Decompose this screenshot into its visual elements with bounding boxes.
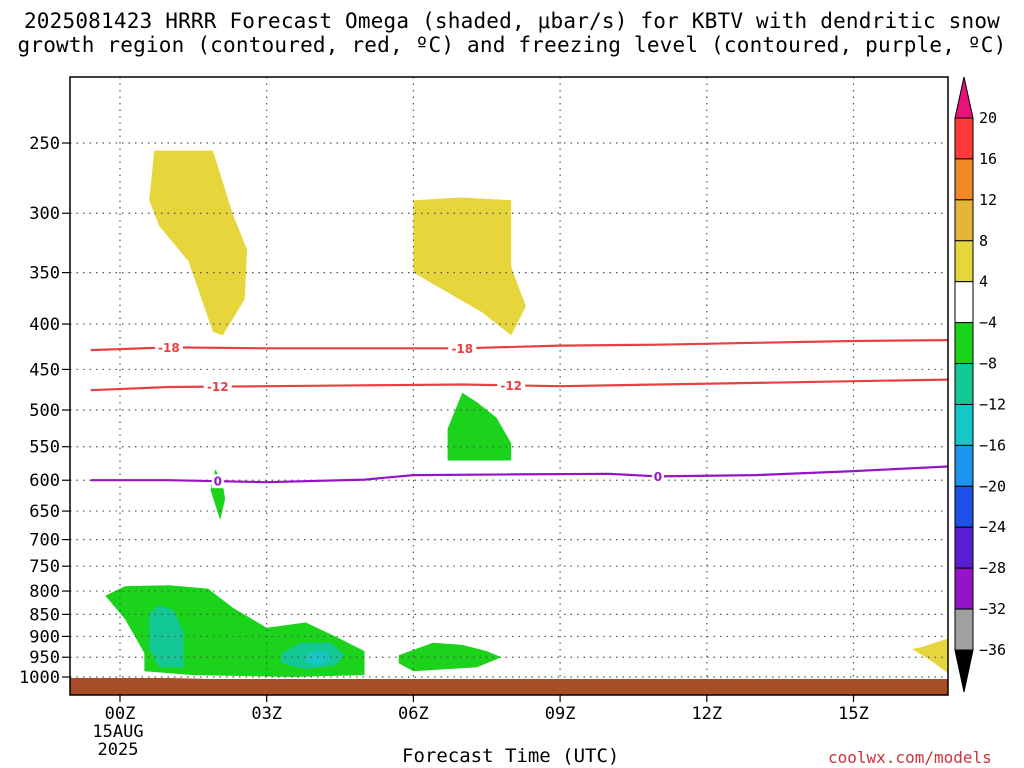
contour-label-bg bbox=[154, 340, 183, 355]
y-tick-label: 950 bbox=[29, 648, 60, 668]
omega-colorbar: 20 16 12 8 4 −4 −8 −12 −16 −20 −24 −28 −32 −36 bbox=[954, 76, 1006, 693]
omega-region-9 bbox=[305, 651, 331, 667]
terrain-strip bbox=[70, 678, 948, 695]
omega-region-7 bbox=[149, 605, 184, 668]
x-tick-label: 12Z bbox=[691, 704, 722, 724]
colorbar-label: −8 bbox=[979, 355, 997, 373]
temperature-contours: -18 -18 -12 -12 0 0 bbox=[90, 339, 949, 489]
colorbar-bin bbox=[954, 199, 974, 242]
x-tick-sublabel: 2025 bbox=[98, 740, 139, 760]
y-tick-label: 800 bbox=[29, 582, 60, 602]
colorbar-label: 4 bbox=[979, 273, 988, 291]
y-tick-label: 600 bbox=[29, 471, 60, 491]
x-tick-sublabel: 15AUG bbox=[92, 722, 143, 742]
contour-line-0 bbox=[90, 465, 949, 484]
omega-region-1 bbox=[413, 197, 526, 336]
colorbar-bin bbox=[954, 363, 974, 405]
omega-region-2 bbox=[912, 638, 948, 674]
colorbar-bin bbox=[954, 281, 974, 324]
colorbar-bin bbox=[954, 485, 974, 528]
x-tick-label: 00Z bbox=[105, 704, 136, 724]
colorbar-label: −20 bbox=[979, 477, 1006, 495]
plot-frame bbox=[69, 76, 949, 696]
source-credit: coolwx.com/models bbox=[828, 748, 992, 767]
grid-lines bbox=[70, 77, 948, 695]
colorbar-bin bbox=[954, 403, 974, 446]
x-axis-title: Forecast Time (UTC) bbox=[402, 745, 620, 767]
colorbar-label: 16 bbox=[979, 150, 997, 168]
contour-label-bg bbox=[497, 378, 526, 393]
contour-label: 0 bbox=[654, 470, 662, 484]
y-tick-label: 450 bbox=[29, 360, 60, 380]
colorbar-top-arrow bbox=[954, 76, 974, 119]
y-tick-label: 500 bbox=[29, 401, 60, 421]
colorbar-label: 8 bbox=[979, 232, 988, 250]
colorbar-bin bbox=[954, 444, 974, 487]
colorbar-bin bbox=[954, 158, 974, 201]
terrain-fill bbox=[70, 678, 948, 695]
contour-label: -12 bbox=[207, 380, 229, 394]
colorbar-label: −4 bbox=[979, 314, 997, 332]
contour-label-bg bbox=[203, 379, 232, 394]
y-tick-label: 300 bbox=[29, 204, 60, 224]
contour-label-bg bbox=[211, 474, 224, 489]
y-tick-label: 750 bbox=[29, 557, 60, 577]
omega-region-3 bbox=[447, 392, 512, 461]
colorbar-label: −12 bbox=[979, 395, 1006, 413]
colorbar-label: −36 bbox=[979, 641, 1006, 659]
y-tick-label: 350 bbox=[29, 264, 60, 284]
colorbar-label: 20 bbox=[979, 109, 997, 127]
colorbar-label: 12 bbox=[979, 191, 997, 209]
colorbar-bottom-arrow bbox=[954, 649, 974, 693]
contour-label: -18 bbox=[158, 341, 180, 355]
pressure-axis: 2503003504004505005506006507007508008509… bbox=[19, 134, 70, 688]
contour-label: -12 bbox=[500, 379, 522, 393]
contour-label-bg bbox=[448, 341, 477, 356]
y-tick-label: 400 bbox=[29, 315, 60, 335]
y-tick-label: 850 bbox=[29, 605, 60, 625]
colorbar-bin bbox=[954, 608, 974, 651]
y-tick-label: 900 bbox=[29, 627, 60, 647]
y-tick-label: 650 bbox=[29, 502, 60, 522]
x-tick-label: 09Z bbox=[545, 704, 576, 724]
colorbar-bin bbox=[954, 322, 974, 365]
x-tick-label: 06Z bbox=[398, 704, 429, 724]
colorbar-bin bbox=[954, 240, 974, 283]
colorbar-bin bbox=[954, 526, 974, 569]
colorbar-label: −16 bbox=[979, 436, 1006, 454]
contour-line--18 bbox=[90, 339, 949, 352]
colorbar-label: −32 bbox=[979, 600, 1006, 618]
y-tick-label: 1000 bbox=[19, 668, 60, 688]
y-tick-label: 700 bbox=[29, 531, 60, 551]
colorbar-label: −24 bbox=[979, 518, 1006, 536]
chart-title-line2: growth region (contoured, red, ºC) and f… bbox=[17, 33, 1007, 57]
omega-region-0 bbox=[149, 150, 248, 336]
colorbar-bin bbox=[954, 567, 974, 610]
x-tick-label: 15Z bbox=[838, 704, 869, 724]
chart-title-line1: 2025081423 HRRR Forecast Omega (shaded, … bbox=[23, 9, 1001, 33]
contour-label: 0 bbox=[214, 475, 222, 489]
colorbar-label: −28 bbox=[979, 559, 1006, 577]
y-tick-label: 250 bbox=[29, 134, 60, 154]
colorbar-bin bbox=[954, 117, 974, 160]
x-tick-label: 03Z bbox=[251, 704, 282, 724]
omega-shading bbox=[105, 150, 948, 677]
y-tick-label: 550 bbox=[29, 438, 60, 458]
contour-label-bg bbox=[651, 469, 664, 484]
contour-label: -18 bbox=[451, 342, 473, 356]
omega-region-6 bbox=[398, 642, 502, 672]
